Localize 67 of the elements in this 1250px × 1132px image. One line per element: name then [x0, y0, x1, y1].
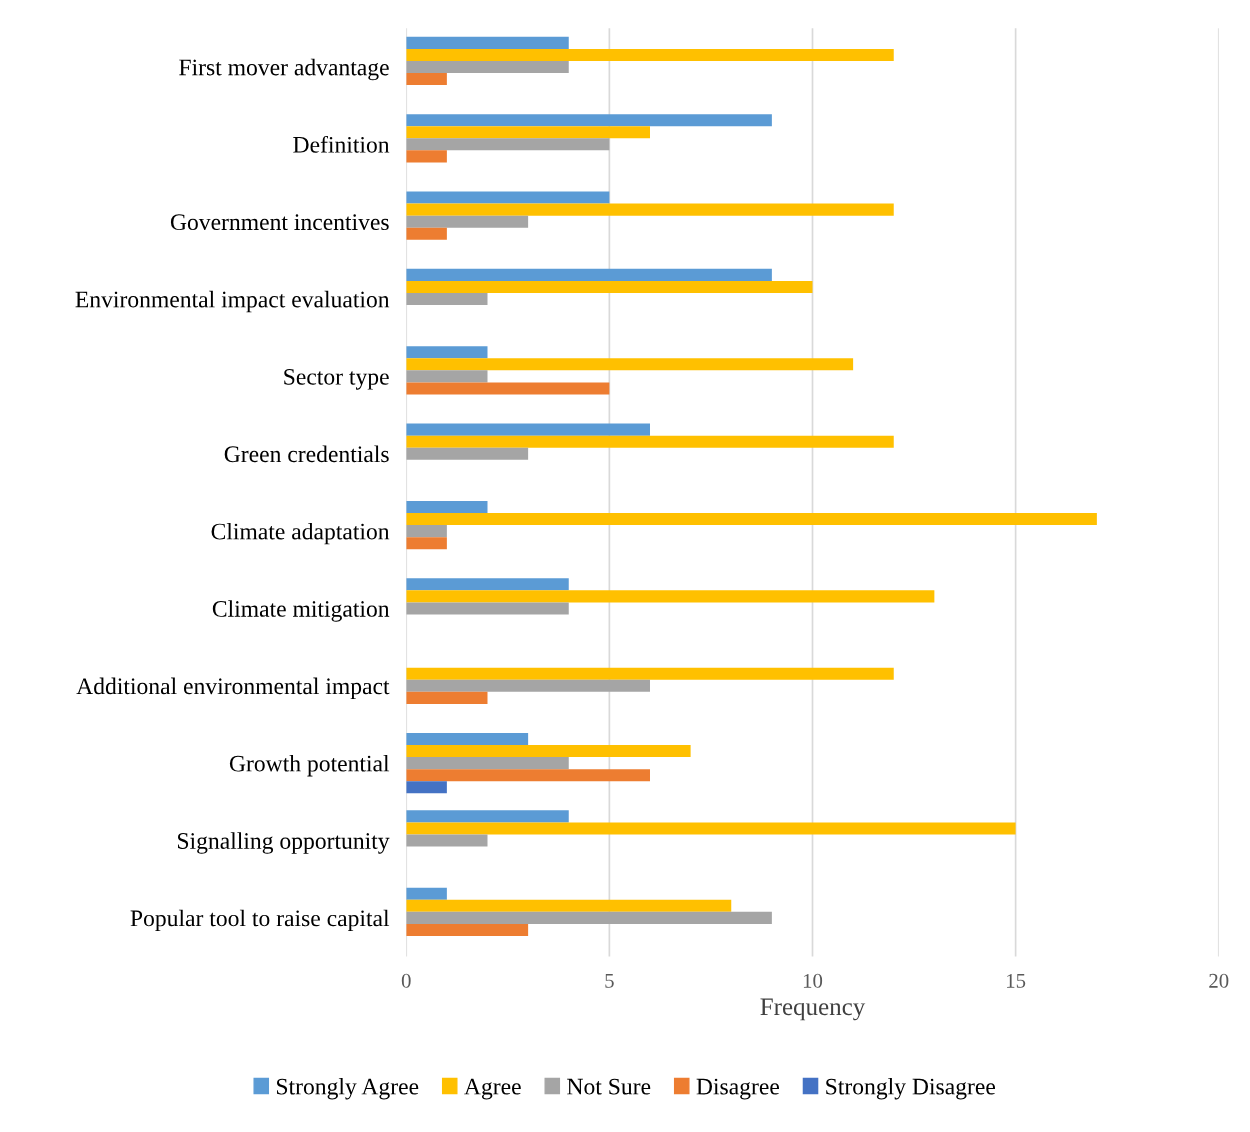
x-tick-label: 20	[1209, 973, 1229, 988]
bar	[406, 887, 447, 900]
y-tick-label: Climate adaptation	[211, 522, 390, 545]
legend-label: Strongly Disagree	[826, 1077, 996, 1100]
y-tick-label: Environmental impact evaluation	[75, 290, 390, 313]
legend-label: Not Sure	[567, 1078, 651, 1095]
bar	[406, 679, 650, 692]
bar	[406, 346, 488, 359]
bar	[406, 293, 488, 306]
bar	[406, 382, 610, 395]
bar	[406, 73, 447, 86]
bar	[406, 757, 569, 770]
bar	[406, 280, 813, 293]
bar	[406, 150, 447, 163]
bar	[406, 578, 569, 591]
bar	[406, 834, 488, 847]
bar	[406, 126, 650, 139]
bar	[406, 602, 569, 615]
bar	[406, 447, 529, 460]
bar	[406, 537, 447, 550]
x-tick-label: 15	[1007, 973, 1026, 988]
y-tick-label: Popular tool to raise capital	[130, 909, 390, 932]
y-tick-label: Green credentials	[224, 445, 389, 463]
y-tick-label: Growth potential	[229, 754, 390, 777]
bar	[406, 227, 447, 240]
bar	[406, 435, 894, 448]
y-tick-label: Sector type	[284, 368, 389, 390]
legend-label: Disagree	[696, 1078, 779, 1100]
x-tick-label: 0	[401, 973, 411, 988]
bar	[406, 423, 650, 436]
bar	[406, 691, 488, 704]
y-tick-label: Climate mitigation	[212, 600, 390, 622]
legend-label: Strongly Agree	[277, 1077, 419, 1100]
bar	[406, 358, 854, 371]
bar	[406, 525, 447, 538]
bar	[406, 36, 569, 49]
bar	[406, 268, 772, 281]
bar	[406, 822, 1016, 835]
bar	[406, 500, 488, 513]
y-tick-label: Government incentives	[170, 214, 389, 231]
bar	[406, 911, 772, 924]
bar	[406, 370, 488, 383]
bar	[406, 769, 650, 782]
bar	[406, 513, 1097, 526]
bar	[406, 667, 894, 680]
y-tick-label: Signalling opportunity	[178, 832, 390, 854]
bar	[406, 923, 529, 936]
bar	[406, 138, 610, 151]
bar	[406, 114, 772, 127]
legend-label: Agree	[464, 1078, 521, 1100]
x-axis-title: Frequency	[760, 998, 866, 1021]
y-tick-label: Definition	[293, 135, 390, 153]
bar	[406, 191, 610, 204]
bar	[406, 899, 732, 912]
x-tick-label: 10	[803, 973, 823, 988]
bar	[406, 203, 894, 216]
bar	[406, 590, 935, 603]
bar	[406, 215, 529, 228]
y-tick-label: Additional environmental impact	[76, 677, 390, 700]
bar	[406, 48, 894, 61]
bar	[406, 810, 569, 823]
bar	[406, 745, 691, 758]
x-tick-label: 5	[605, 974, 614, 988]
bar	[406, 732, 529, 746]
bar	[406, 60, 569, 74]
y-tick-label: First mover advantage	[179, 58, 389, 81]
bar	[406, 781, 447, 794]
